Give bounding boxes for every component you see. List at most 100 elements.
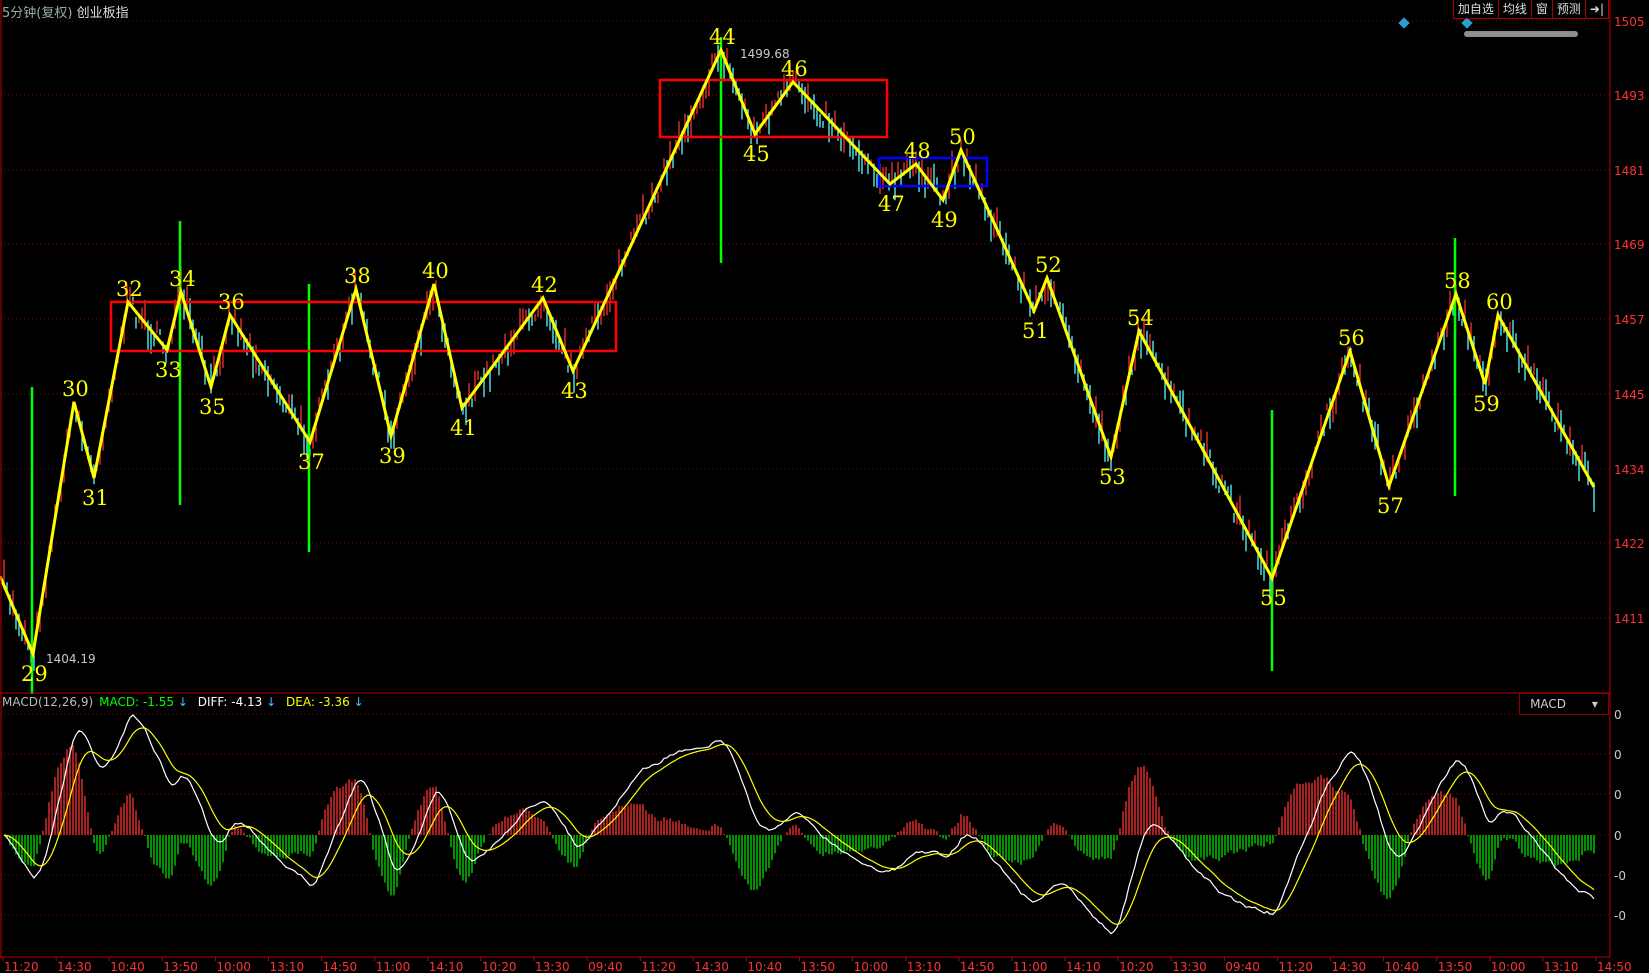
chart-title: 5分钟(复权) 创业板指 [2, 2, 129, 21]
wave-label-30: 30 [62, 377, 89, 401]
moving-average-button[interactable]: 均线 [1498, 0, 1532, 19]
time-axis-label: 11:00 [1013, 960, 1048, 973]
time-axis-label: 10:00 [1491, 960, 1526, 973]
time-axis-label: 14:30 [694, 960, 729, 973]
wave-label-34: 34 [169, 267, 196, 291]
time-axis-label: 13:10 [1544, 960, 1579, 973]
macd-title: MACD(12,26,9) [2, 695, 94, 709]
time-axis-label: 10:40 [110, 960, 145, 973]
wave-label-44: 44 [709, 25, 736, 49]
time-axis-label: 11:20 [4, 960, 39, 973]
time-axis-label: 13:50 [163, 960, 198, 973]
time-axis-label: 10:40 [747, 960, 782, 973]
time-axis-label: 13:30 [1172, 960, 1207, 973]
wave-label-36: 36 [218, 290, 245, 314]
time-axis-label: 11:20 [641, 960, 676, 973]
wave-label-39: 39 [379, 444, 406, 468]
chevron-down-icon: ▾ [1591, 697, 1598, 711]
candlesticks [3, 38, 1595, 671]
macd-axis-label: -0 [1614, 909, 1626, 923]
down-arrow-icon: ↓ [266, 695, 277, 709]
down-arrow-icon: ↓ [353, 695, 364, 709]
macd-axis-label: -0 [1614, 869, 1626, 883]
time-axis-label: 10:20 [482, 960, 517, 973]
wave-label-40: 40 [422, 259, 449, 283]
time-axis-label: 14:50 [323, 960, 358, 973]
wave-label-35: 35 [199, 395, 226, 419]
wave-label-37: 37 [298, 450, 325, 474]
price-axis-label: 1505 [1614, 15, 1645, 29]
time-axis-label: 10:00 [854, 960, 889, 973]
wave-label-32: 32 [116, 277, 143, 301]
wave-label-38: 38 [344, 264, 371, 288]
wave-label-52: 52 [1035, 253, 1062, 277]
wave-label-31: 31 [82, 486, 109, 510]
instrument-name: 创业板指 [76, 6, 129, 21]
time-axis-label: 10:40 [1385, 960, 1420, 973]
consolidation-boxes [109, 78, 989, 353]
forecast-button[interactable]: 预测 [1552, 0, 1586, 19]
time-axis-label: 14:30 [57, 960, 92, 973]
wave-label-59: 59 [1473, 392, 1500, 416]
wave-label-29: 29 [21, 662, 48, 686]
macd-axis-label: 0 [1614, 708, 1622, 722]
wave-label-47: 47 [878, 192, 905, 216]
price-axis-label: 1434 [1614, 463, 1645, 477]
indicator-select[interactable]: MACD ▾ [1519, 693, 1609, 715]
consolidation-box [109, 300, 618, 353]
exit-arrow-icon[interactable]: ➜| [1585, 0, 1609, 19]
consolidation-box [658, 78, 889, 139]
wave-label-53: 53 [1099, 465, 1126, 489]
price-axis-label: 1445 [1614, 388, 1645, 402]
time-axis-label: 10:20 [1119, 960, 1154, 973]
macd-panel [3, 714, 1595, 935]
wave-label-46: 46 [781, 57, 808, 81]
time-axis-label: 14:10 [1066, 960, 1101, 973]
price-axis-label: 1481 [1614, 164, 1645, 178]
add-watchlist-button[interactable]: 加自选 [1453, 0, 1499, 19]
wave-label-60: 60 [1486, 290, 1513, 314]
time-axis-label: 14:10 [429, 960, 464, 973]
wave-label-41: 41 [450, 416, 477, 440]
price-axis-label: 1422 [1614, 537, 1645, 551]
time-axis-label: 13:30 [535, 960, 570, 973]
wave-label-49: 49 [931, 208, 958, 232]
low-price-annotation: 1404.19 [46, 652, 96, 666]
marker-diamond-icon [1398, 17, 1410, 29]
wave-labels: 29 30 31 32 33 34 35 36 37 38 39 40 41 42 43 44 45 46 47 48… [21, 25, 1513, 686]
wave-zigzag [0, 46, 1596, 660]
time-axis-label: 09:40 [588, 960, 623, 973]
time-axis-label: 13:10 [907, 960, 942, 973]
price-axis-label: 1411 [1614, 612, 1645, 626]
macd-axis-label: 0 [1614, 788, 1622, 802]
dea-value: DEA: -3.36 [286, 695, 350, 709]
macd-legend: MACD(12,26,9) MACD: -1.55 ↓ DIFF: -4.13 ↓… [2, 695, 370, 709]
indicator-select-value: MACD [1530, 697, 1567, 711]
wave-label-51: 51 [1022, 319, 1049, 343]
wave-label-42: 42 [531, 273, 558, 297]
time-axis-label: 14:30 [1332, 960, 1367, 973]
price-axis-label: 1493 [1614, 89, 1645, 103]
scrollbar[interactable] [1464, 31, 1578, 37]
wave-label-54: 54 [1127, 306, 1154, 330]
wave-label-58: 58 [1444, 269, 1471, 293]
time-axis-label: 11:20 [1278, 960, 1313, 973]
zigzag-line [0, 46, 1596, 660]
macd-axis-label: 0 [1614, 829, 1622, 843]
dea-line [3, 727, 1595, 925]
window-button[interactable]: 窗 [1531, 0, 1553, 19]
diff-line [3, 714, 1595, 935]
signal-lines [30, 37, 1457, 694]
down-arrow-icon: ↓ [177, 695, 188, 709]
price-axis-label: 1469 [1614, 238, 1645, 252]
time-axis-label: 13:50 [801, 960, 836, 973]
wave-label-48: 48 [904, 139, 931, 163]
chart-toolbar: 加自选 均线 窗 预测 ➜| [1452, 0, 1609, 19]
wave-label-50: 50 [949, 125, 976, 149]
wave-label-45: 45 [743, 142, 770, 166]
period-label[interactable]: 5分钟(复权) [2, 6, 73, 21]
macd-value: MACD: -1.55 [99, 695, 175, 709]
marker-diamond-icon [1461, 17, 1473, 29]
